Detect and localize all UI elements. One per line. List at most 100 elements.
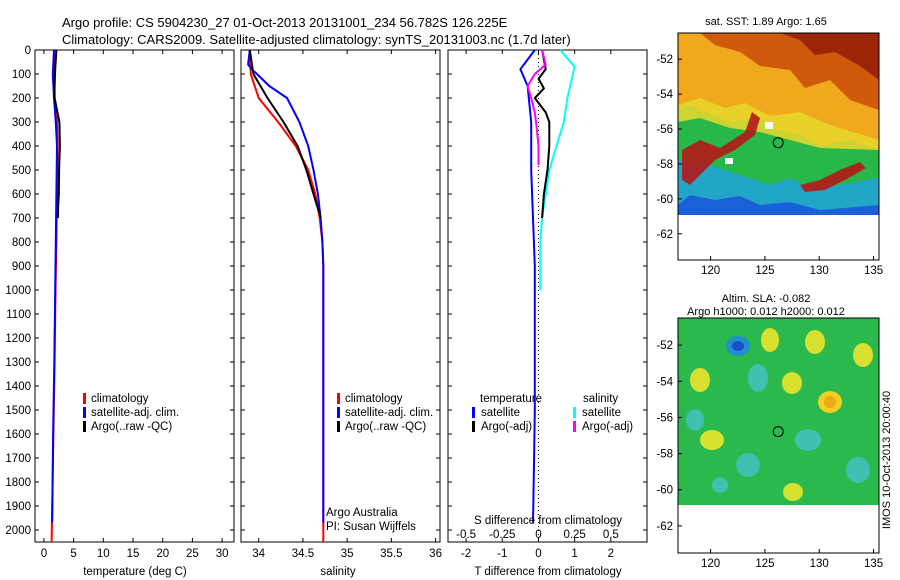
s-diff-tick-label: -0.25	[489, 529, 515, 541]
s-diff-tick-label: 0.25	[563, 529, 585, 541]
legend-label-s-satellite: satellite	[582, 407, 621, 419]
x-tick-label: 30	[216, 548, 229, 560]
legend-label-t-satellite: satellite	[481, 407, 520, 419]
sla-low-anomaly	[795, 429, 821, 451]
legend-label-t-argo: Argo(-adj)	[481, 421, 532, 433]
x-tick-label: -2	[461, 548, 471, 560]
x-tick-label: 1	[571, 548, 577, 560]
legend-label-climatology: climatology	[345, 393, 403, 405]
y-tick-label: 400	[12, 141, 31, 153]
x-tick-label: 34	[252, 548, 265, 560]
argo-australia-annotation: Argo Australia	[326, 507, 398, 519]
y-tick-label: 900	[12, 261, 31, 273]
salinity-plot-frame	[240, 49, 441, 543]
map-y-tick-label: -58	[656, 159, 673, 171]
sst-map-title: sat. SST: 1.89 Argo: 1.65	[705, 16, 827, 28]
legend-label-s-argo: Argo(-adj)	[582, 421, 633, 433]
map-x-tick-label: 125	[755, 265, 774, 277]
map-y-tick-label: -58	[656, 449, 673, 461]
legend-swatch-argo-raw	[83, 421, 86, 432]
sst-coldest-region	[678, 195, 879, 215]
map-y-tick-label: -54	[656, 376, 673, 388]
sst-map-frame	[677, 32, 880, 261]
x-tick-label: 15	[127, 548, 140, 560]
salinity-profile-panel: 34 34.5 35 35.5 36 salinity climatology sate…	[240, 49, 442, 578]
sla-high-anomaly	[782, 372, 802, 394]
temperature-x-axis-label: temperature (deg C)	[83, 566, 187, 578]
sla-high-anomaly	[761, 328, 779, 352]
sla-high-anomaly	[783, 483, 803, 501]
series-line-argo-raw-qc-	[53, 49, 61, 219]
salinity-axis-ticks: 34 34.5 35 35.5 36	[241, 49, 442, 560]
sla-map-title: Altim. SLA: -0.082	[722, 293, 811, 305]
map-x-tick-label: 135	[864, 265, 883, 277]
y-tick-label: 1400	[5, 381, 31, 393]
x-tick-label: 34.5	[292, 548, 314, 560]
t-difference-x-axis-label: T difference from climatology	[474, 566, 621, 578]
legend-swatch-climatology	[83, 393, 86, 404]
map-y-tick-label: -56	[656, 124, 673, 136]
s-difference-axis-label: S difference from climatology	[474, 515, 622, 527]
series-line-argo-adj-	[533, 49, 551, 219]
map-x-tick-label: 130	[810, 558, 829, 570]
difference-plot-frame	[447, 49, 648, 543]
legend-swatch-t-argo	[472, 421, 475, 432]
map-x-tick-label: 135	[864, 558, 883, 570]
salinity-legend: climatology satellite-adj. clim. Argo(..…	[337, 393, 433, 433]
temperature-profile-panel: 0100200300400500600700800900100011001200…	[5, 45, 235, 578]
y-tick-label: 300	[12, 117, 31, 129]
sst-red-patches-east	[800, 162, 866, 192]
temperature-axis-ticks: 0100200300400500600700800900100011001200…	[5, 45, 234, 560]
sla-heatmap	[678, 318, 879, 505]
sst-missing-pixel	[765, 122, 773, 129]
x-tick-label: 10	[97, 548, 110, 560]
sla-high-anomaly	[700, 430, 724, 450]
legend-swatch-climatology	[337, 393, 340, 404]
map-y-tick-label: -54	[656, 89, 673, 101]
y-tick-label: 1600	[5, 429, 31, 441]
map-y-tick-label: -62	[656, 521, 673, 533]
y-tick-label: 1900	[5, 501, 31, 513]
sst-hottest-region	[780, 33, 879, 80]
x-tick-label: 2	[608, 548, 614, 560]
map-x-tick-label: 120	[701, 558, 720, 570]
legend-label-climatology: climatology	[91, 393, 149, 405]
sla-low-anomaly	[748, 364, 768, 392]
sst-map-panel: sat. SST: 1.89 Argo: 1.65 120 125 130 135 -5…	[656, 16, 883, 277]
sla-low-anomaly	[846, 457, 870, 483]
imos-timestamp-label: IMOS 10-Oct-2013 20:00:40	[881, 391, 893, 529]
legend-title-salinity: salinity	[583, 393, 618, 405]
map-x-tick-label: 130	[810, 265, 829, 277]
sla-map-frame	[677, 317, 880, 554]
y-tick-label: 1200	[5, 333, 31, 345]
map-y-tick-label: -52	[656, 54, 673, 66]
y-tick-label: 800	[12, 237, 31, 249]
legend-label-satellite-adj-clim: satellite-adj. clim.	[345, 407, 433, 419]
y-tick-label: 200	[12, 93, 31, 105]
figure-title-line1: Argo profile: CS 5904230_27 01-Oct-2013 …	[62, 15, 508, 30]
salinity-x-axis-label: salinity	[320, 566, 355, 578]
map-x-tick-label: 120	[701, 265, 720, 277]
legend-swatch-s-argo	[573, 421, 576, 432]
legend-label-argo-raw: Argo(..raw -QC)	[345, 421, 426, 433]
map-y-tick-label: -60	[656, 194, 673, 206]
difference-legend: temperature salinity satellite Argo(-adj…	[472, 393, 633, 433]
sla-low-anomaly	[712, 477, 728, 493]
argo-location-marker	[772, 137, 784, 149]
y-tick-label: 100	[12, 69, 31, 81]
legend-swatch-t-satellite	[472, 407, 475, 418]
y-tick-label: 1300	[5, 357, 31, 369]
sst-missing-pixel	[725, 158, 733, 164]
sla-map-subtitle: Argo h1000: 0.012 h2000: 0.012	[687, 306, 845, 318]
legend-swatch-argo-raw	[337, 421, 340, 432]
x-tick-label: 25	[186, 548, 199, 560]
sla-high-anomaly	[690, 368, 710, 392]
y-tick-label: 1000	[5, 285, 31, 297]
x-tick-label: 20	[156, 548, 169, 560]
y-tick-label: 1800	[5, 477, 31, 489]
sla-high-anomaly	[853, 343, 873, 367]
series-line-satellite	[539, 49, 576, 290]
y-tick-label: 1100	[6, 309, 31, 321]
x-tick-label: 5	[70, 548, 76, 560]
